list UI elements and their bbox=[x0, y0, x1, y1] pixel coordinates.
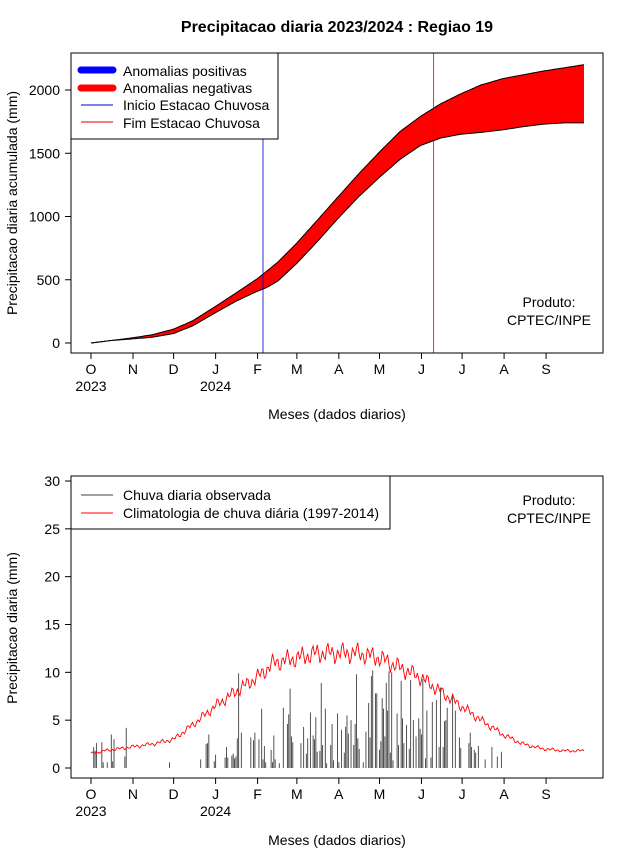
x-tick-label: M bbox=[291, 361, 303, 377]
product-source: CPTEC/INPE bbox=[507, 312, 591, 328]
x-tick-label: S bbox=[541, 361, 550, 377]
y-tick-label: 500 bbox=[37, 272, 61, 288]
daily-plot-area bbox=[90, 642, 585, 768]
y-tick-label: 25 bbox=[44, 521, 60, 537]
legend-label: Inicio Estacao Chuvosa bbox=[123, 97, 270, 113]
climatology-daily-line bbox=[90, 642, 585, 755]
climatology-cumulative-line bbox=[90, 64, 585, 344]
y-tick-label: 15 bbox=[44, 617, 60, 633]
y-tick-label: 30 bbox=[44, 473, 60, 489]
observed-cumulative-line bbox=[90, 122, 584, 344]
x-tick-label: J bbox=[459, 361, 466, 377]
y-axis: 0 500 1000 1500 2000 bbox=[29, 82, 72, 351]
x-tick-label: N bbox=[128, 786, 138, 802]
daily-bars bbox=[93, 670, 502, 768]
y-tick-label: 0 bbox=[52, 335, 60, 351]
chart-title: Precipitacao diaria 2023/2024 : Regiao 1… bbox=[181, 19, 493, 36]
product-source: CPTEC/INPE bbox=[507, 510, 591, 526]
x-tick-label: M bbox=[374, 786, 386, 802]
x-tick-label: J bbox=[459, 786, 466, 802]
year-label: 2023 bbox=[75, 378, 106, 394]
y-tick-label: 1000 bbox=[29, 209, 60, 225]
y-tick-label: 20 bbox=[44, 569, 60, 585]
x-tick-label: D bbox=[169, 786, 179, 802]
x-tick-label: S bbox=[541, 786, 550, 802]
legend-label: Chuva diaria observada bbox=[123, 487, 271, 503]
x-tick-label: J bbox=[418, 786, 425, 802]
x-axis: O N D J F M A M J J A S 2023 2024 bbox=[75, 352, 551, 394]
y-tick-label: 10 bbox=[44, 664, 60, 680]
legend-label: Anomalias negativas bbox=[123, 80, 252, 96]
x-tick-label: N bbox=[128, 361, 138, 377]
y-axis: 0 5 10 15 20 25 30 bbox=[44, 473, 72, 776]
x-tick-label: J bbox=[212, 361, 219, 377]
y-tick-label: 5 bbox=[52, 712, 60, 728]
legend-box bbox=[70, 475, 391, 530]
x-tick-label: O bbox=[86, 786, 97, 802]
cumulative-plot-area bbox=[90, 53, 585, 353]
x-tick-label: J bbox=[212, 786, 219, 802]
x-tick-label: A bbox=[499, 786, 509, 802]
x-tick-label: M bbox=[291, 786, 303, 802]
x-tick-label: O bbox=[86, 361, 97, 377]
y-tick-label: 1500 bbox=[29, 145, 60, 161]
legend-label: Climatologia de chuva diária (1997-2014) bbox=[123, 505, 379, 521]
year-label: 2024 bbox=[200, 378, 231, 394]
x-axis-label: Meses (dados diarios) bbox=[268, 832, 406, 848]
legend: Anomalias positivas Anomalias negativas … bbox=[70, 52, 279, 140]
x-tick-label: D bbox=[169, 361, 179, 377]
cumulative-chart: Precipitacao diaria 2023/2024 : Regiao 1… bbox=[4, 19, 604, 422]
year-label: 2024 bbox=[200, 803, 231, 819]
year-label: 2023 bbox=[75, 803, 106, 819]
x-tick-label: A bbox=[499, 361, 509, 377]
legend-label: Fim Estacao Chuvosa bbox=[123, 115, 260, 131]
y-axis-label: Precipitacao diaria (mm) bbox=[4, 552, 20, 704]
product-label: Produto: bbox=[523, 294, 576, 310]
x-tick-label: A bbox=[334, 361, 344, 377]
y-axis-label: Precipitacao diaria acumulada (mm) bbox=[4, 91, 20, 315]
daily-chart: 0 5 10 15 20 25 30 O N D J F M A M J J A S 2023 2024 Precip… bbox=[4, 473, 604, 848]
x-axis: O N D J F M A M J J A S 2023 2024 bbox=[75, 777, 551, 819]
y-tick-label: 2000 bbox=[29, 82, 60, 98]
legend-label: Anomalias positivas bbox=[123, 63, 247, 79]
x-axis-label: Meses (dados diarios) bbox=[268, 406, 406, 422]
x-tick-label: M bbox=[374, 361, 386, 377]
x-tick-label: F bbox=[253, 361, 262, 377]
legend: Chuva diaria observada Climatologia de c… bbox=[70, 475, 391, 530]
x-tick-label: A bbox=[334, 786, 344, 802]
x-tick-label: F bbox=[253, 786, 262, 802]
y-tick-label: 0 bbox=[52, 760, 60, 776]
x-tick-label: J bbox=[418, 361, 425, 377]
product-label: Produto: bbox=[523, 492, 576, 508]
